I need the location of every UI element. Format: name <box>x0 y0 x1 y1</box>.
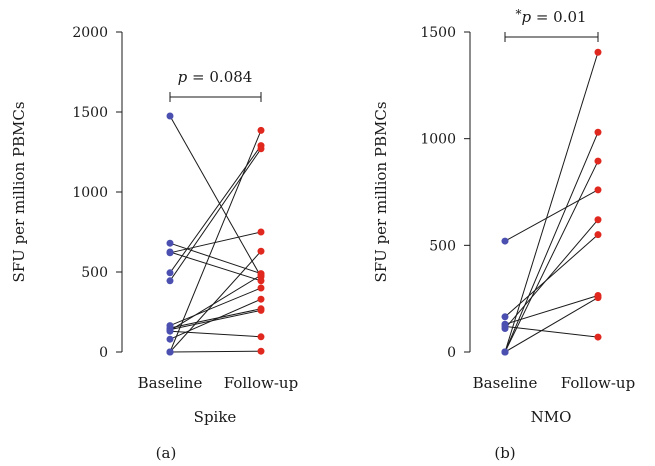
paired-line <box>169 287 262 327</box>
baseline-point <box>501 237 509 245</box>
p-value-star: * <box>515 7 521 21</box>
baseline-point <box>166 348 174 356</box>
followup-point <box>594 333 602 341</box>
followup-point <box>594 216 602 224</box>
baseline-point <box>501 348 509 356</box>
followup-point <box>257 306 265 314</box>
y-tick-label: 500 <box>429 238 456 254</box>
paired-line <box>169 350 262 353</box>
followup-point <box>257 295 265 303</box>
paired-line <box>504 132 599 353</box>
panel-letter: (b) <box>494 444 515 462</box>
y-tick-label: 2000 <box>72 25 108 41</box>
followup-point <box>257 284 265 292</box>
paired-line <box>504 52 599 353</box>
paired-line <box>169 330 262 338</box>
y-tick-label: 0 <box>447 345 456 361</box>
paired-line <box>169 309 262 331</box>
panel-letter: (a) <box>156 444 177 462</box>
paired-line <box>169 242 262 275</box>
followup-point <box>257 228 265 236</box>
followup-point <box>257 271 265 279</box>
y-tick-label: 1000 <box>72 185 108 201</box>
followup-point <box>594 128 602 136</box>
paired-line <box>504 325 599 338</box>
group-label: NMO <box>531 408 572 426</box>
category-label-followup: Follow-up <box>224 374 298 392</box>
panel-b: SFU per million PBMCs Baseline Follow-up… <box>372 7 635 462</box>
significance-bracket <box>504 32 599 42</box>
baseline-point <box>166 335 174 343</box>
y-tick-label: 1000 <box>420 132 456 148</box>
followup-point <box>594 157 602 165</box>
significance-bracket <box>169 92 262 102</box>
followup-point <box>594 231 602 239</box>
category-label-baseline: Baseline <box>473 374 538 392</box>
paired-line <box>169 298 262 340</box>
p-value-label: *p = 0.01 <box>515 7 586 26</box>
y-tick-label: 1500 <box>420 25 456 41</box>
paired-line <box>504 189 599 242</box>
followup-point <box>257 347 265 355</box>
y-axis-title: SFU per million PBMCs <box>372 101 390 282</box>
y-axis-title: SFU per million PBMCs <box>10 101 28 282</box>
paired-line <box>169 250 262 353</box>
baseline-point <box>166 112 174 120</box>
followup-point <box>594 186 602 194</box>
baseline-point <box>166 277 174 285</box>
paired-line <box>169 251 262 282</box>
paired-line <box>504 297 599 353</box>
p-value-label: p = 0.084 <box>178 68 253 86</box>
followup-point <box>257 145 265 153</box>
paired-line <box>169 148 262 282</box>
baseline-point <box>501 313 509 321</box>
baseline-point <box>501 325 509 333</box>
paired-line <box>169 308 262 329</box>
baseline-point <box>166 269 174 277</box>
baseline-point <box>166 327 174 335</box>
paired-line <box>169 130 262 353</box>
followup-point <box>257 277 265 285</box>
p-value-symbol: p <box>178 68 188 86</box>
paired-line <box>169 274 262 331</box>
panel-a: SFU per million PBMCs Baseline Follow-up… <box>10 25 298 462</box>
group-label: Spike <box>194 408 237 426</box>
y-tick-label: 1500 <box>72 105 108 121</box>
baseline-point <box>166 239 174 247</box>
paired-line <box>504 160 599 353</box>
followup-point <box>257 126 265 134</box>
p-value-symbol: p <box>521 8 531 26</box>
y-tick-label: 500 <box>81 265 108 281</box>
y-tick-label: 0 <box>99 345 108 361</box>
followup-point <box>257 333 265 341</box>
followup-point <box>594 48 602 56</box>
paired-line <box>504 219 599 329</box>
followup-point <box>594 294 602 302</box>
p-value-number: = 0.01 <box>531 8 587 26</box>
baseline-point <box>166 248 174 256</box>
paired-line <box>169 115 262 278</box>
paired-line <box>504 234 599 318</box>
category-label-followup: Follow-up <box>561 374 635 392</box>
category-label-baseline: Baseline <box>138 374 203 392</box>
p-value-number: = 0.084 <box>187 68 252 86</box>
followup-point <box>257 247 265 255</box>
